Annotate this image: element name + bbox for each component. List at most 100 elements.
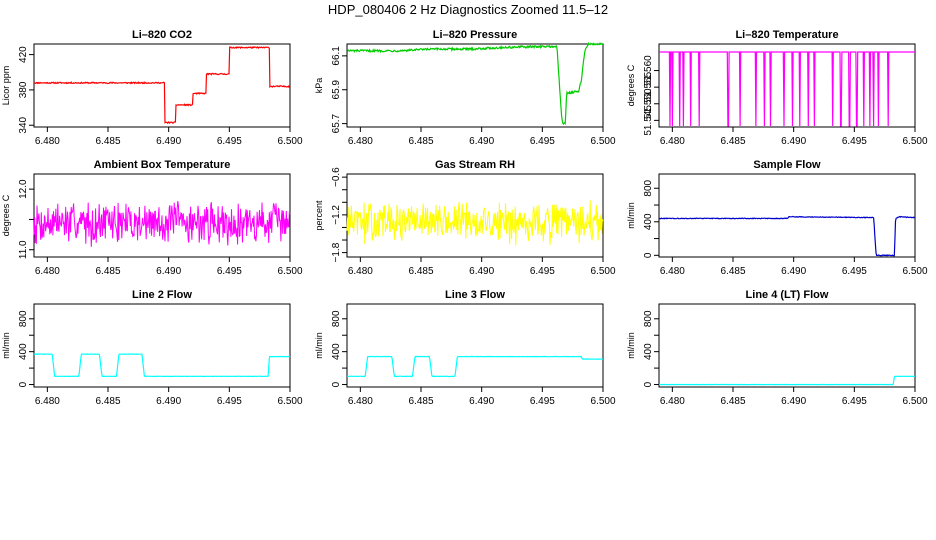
x-tick-label: 6.485 bbox=[95, 136, 120, 147]
data-series-line bbox=[33, 45, 291, 125]
y-tick-label: −1.8 bbox=[331, 242, 342, 262]
x-tick-label: 6.485 bbox=[408, 396, 433, 407]
y-tick-label: 0 bbox=[643, 381, 654, 387]
data-series-line bbox=[346, 355, 604, 378]
y-axis-label: ml/min bbox=[314, 332, 324, 359]
x-tick-label: 6.500 bbox=[590, 396, 615, 407]
x-tick-label: 6.490 bbox=[156, 136, 181, 147]
x-tick-label: 6.500 bbox=[902, 396, 927, 407]
x-tick-label: 6.480 bbox=[35, 136, 60, 147]
data-series-line bbox=[658, 215, 916, 257]
y-tick-label: −1.2 bbox=[331, 205, 342, 225]
x-tick-label: 6.485 bbox=[720, 396, 745, 407]
plot-frame bbox=[658, 303, 916, 388]
chart-title: Line 4 (LT) Flow bbox=[746, 289, 829, 301]
plot-frame bbox=[658, 43, 916, 128]
x-tick-label: 6.500 bbox=[277, 396, 302, 407]
x-tick-label: 6.495 bbox=[842, 396, 867, 407]
chart-panel-2: Li–820 Pressure 6.480 6.485 6.490 6.495 6.500… bbox=[314, 29, 616, 147]
y-tick-label: 51.560 bbox=[643, 55, 654, 86]
plot-frame bbox=[346, 173, 604, 258]
x-tick-label: 6.480 bbox=[35, 266, 60, 277]
y-tick-label: 0 bbox=[18, 381, 29, 387]
chart-panel-6: Sample Flow 6.480 6.485 6.490 6.495 6.500 0 400… bbox=[626, 159, 928, 277]
y-tick-label: 800 bbox=[18, 310, 29, 327]
x-tick-label: 6.485 bbox=[408, 266, 433, 277]
y-axis-label: degrees C bbox=[626, 64, 636, 106]
y-axis-label: percent bbox=[314, 200, 324, 231]
plot-frame bbox=[33, 173, 291, 258]
x-tick-label: 6.480 bbox=[35, 396, 60, 407]
chart-title: Sample Flow bbox=[753, 159, 821, 171]
x-tick-label: 6.500 bbox=[277, 266, 302, 277]
chart-title: Line 2 Flow bbox=[132, 289, 192, 301]
x-tick-label: 6.480 bbox=[660, 266, 685, 277]
y-tick-label: 420 bbox=[18, 46, 29, 63]
y-tick-label: 340 bbox=[18, 116, 29, 133]
x-tick-label: 6.495 bbox=[530, 136, 555, 147]
y-tick-label: 800 bbox=[643, 179, 654, 196]
x-tick-label: 6.490 bbox=[781, 136, 806, 147]
x-tick-label: 6.495 bbox=[217, 266, 242, 277]
data-series-line bbox=[33, 200, 291, 247]
y-tick-label: 51.550 bbox=[643, 88, 654, 119]
chart-panel-7: Line 2 Flow 6.480 6.485 6.490 6.495 6.500 0 400… bbox=[1, 289, 303, 407]
y-axis-label: kPa bbox=[314, 78, 324, 94]
chart-title: Line 3 Flow bbox=[445, 289, 505, 301]
x-tick-label: 6.495 bbox=[217, 136, 242, 147]
chart-panel-3: Li–820 Temperature 6.480 6.485 6.490 6.495 6.… bbox=[626, 29, 928, 147]
x-tick-label: 6.485 bbox=[720, 136, 745, 147]
figure-title: HDP_080406 2 Hz Diagnostics Zoomed 11.5–… bbox=[327, 2, 609, 17]
y-axis-label: ml/min bbox=[1, 332, 11, 359]
plot-frame bbox=[33, 303, 291, 388]
y-tick-label: 380 bbox=[18, 81, 29, 98]
chart-title: Ambient Box Temperature bbox=[94, 159, 231, 171]
y-tick-label: −0.6 bbox=[331, 167, 342, 187]
x-tick-label: 6.480 bbox=[348, 136, 373, 147]
y-tick-label: 0 bbox=[331, 381, 342, 387]
chart-title: Li–820 CO2 bbox=[132, 29, 192, 41]
y-tick-label: 51.555 bbox=[643, 71, 654, 102]
data-series-line bbox=[659, 375, 915, 386]
x-tick-label: 6.490 bbox=[156, 266, 181, 277]
data-series-line bbox=[33, 353, 291, 378]
x-tick-label: 6.490 bbox=[469, 396, 494, 407]
y-axis-label: Licor ppm bbox=[1, 66, 11, 106]
y-tick-label: 11.0 bbox=[18, 240, 29, 259]
x-tick-label: 6.485 bbox=[95, 266, 120, 277]
y-tick-label: 400 bbox=[18, 343, 29, 360]
chart-title: Li–820 Temperature bbox=[735, 29, 838, 41]
y-tick-label: 0 bbox=[643, 252, 654, 258]
x-tick-label: 6.500 bbox=[902, 136, 927, 147]
x-tick-label: 6.495 bbox=[530, 266, 555, 277]
chart-panel-5: Gas Stream RH 6.480 6.485 6.490 6.495 6.500 −1… bbox=[314, 159, 616, 277]
plot-frame bbox=[346, 303, 604, 388]
x-tick-label: 6.490 bbox=[469, 266, 494, 277]
x-tick-label: 6.485 bbox=[95, 396, 120, 407]
y-tick-label: 65.9 bbox=[331, 80, 342, 100]
x-tick-label: 6.480 bbox=[348, 266, 373, 277]
y-axis-label: ml/min bbox=[626, 202, 636, 229]
x-tick-label: 6.490 bbox=[156, 396, 181, 407]
x-tick-label: 6.490 bbox=[469, 136, 494, 147]
x-tick-label: 6.500 bbox=[590, 136, 615, 147]
y-axis-label: ml/min bbox=[626, 332, 636, 359]
y-tick-label: 12.0 bbox=[18, 179, 29, 199]
y-tick-label: 400 bbox=[643, 213, 654, 230]
y-tick-label: 400 bbox=[331, 343, 342, 360]
plot-frame bbox=[33, 43, 291, 128]
y-tick-label: 66.1 bbox=[331, 46, 342, 66]
x-tick-label: 6.485 bbox=[720, 266, 745, 277]
x-tick-label: 6.480 bbox=[660, 396, 685, 407]
y-tick-label: 400 bbox=[643, 343, 654, 360]
x-tick-label: 6.495 bbox=[842, 136, 867, 147]
x-tick-label: 6.495 bbox=[217, 396, 242, 407]
x-tick-label: 6.495 bbox=[842, 266, 867, 277]
x-tick-label: 6.495 bbox=[530, 396, 555, 407]
x-tick-label: 6.485 bbox=[408, 136, 433, 147]
plot-frame bbox=[658, 173, 916, 258]
y-tick-label: 65.7 bbox=[331, 113, 342, 133]
data-series-line bbox=[346, 200, 604, 246]
chart-title: Li–820 Pressure bbox=[433, 29, 517, 41]
